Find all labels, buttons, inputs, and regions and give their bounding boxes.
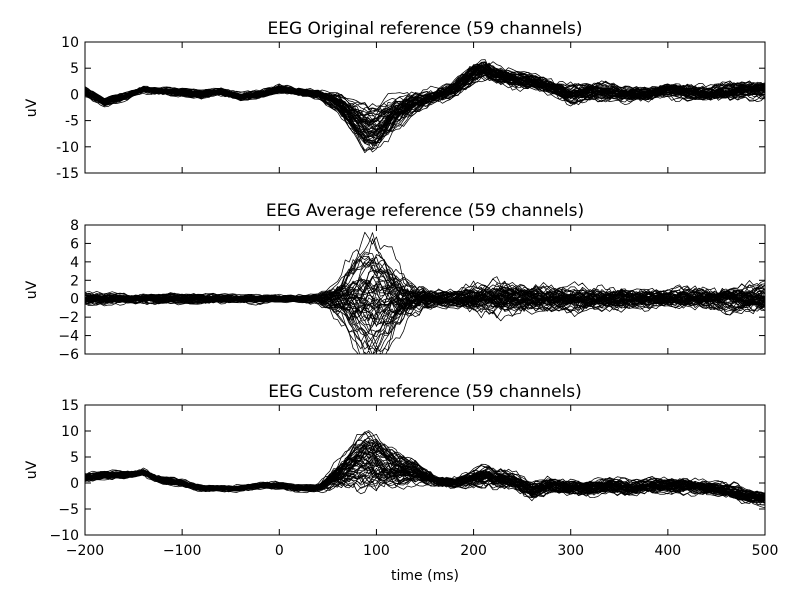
channel-traces: [85, 231, 765, 354]
y-tick-label: 10: [61, 424, 79, 440]
y-tick-label: −6: [58, 347, 79, 363]
channel-trace: [85, 256, 765, 318]
y-tick-label: 6: [70, 236, 79, 252]
y-axis-label: uV: [24, 460, 40, 479]
channel-trace: [85, 73, 765, 127]
eeg-panel-3: EEG Custom reference (59 channels) uV 15 10…: [24, 382, 778, 584]
panel-title: EEG Original reference (59 channels): [268, 19, 583, 39]
plot-frame: [84, 404, 766, 536]
y-tick-label: 0: [70, 292, 79, 308]
channel-trace: [85, 454, 765, 501]
eeg-panel-1: EEG Original reference (59 channels) uV 10…: [24, 19, 766, 182]
plot-frame: [84, 224, 766, 355]
y-tick-label: −4: [58, 329, 79, 345]
y-tick-label: 0: [70, 87, 79, 103]
y-tick-label: -10: [56, 140, 79, 156]
x-tick-label: 400: [654, 543, 681, 559]
x-tick-label: 200: [460, 543, 487, 559]
channel-trace: [85, 281, 765, 309]
channel-trace: [85, 67, 765, 124]
x-tick-label: 0: [275, 543, 284, 559]
channel-trace: [85, 73, 765, 142]
y-tick-label: -5: [65, 114, 79, 130]
y-tick-label: −5: [58, 502, 79, 518]
channel-trace: [85, 69, 765, 147]
plot-frame: [84, 41, 766, 174]
channel-trace: [85, 67, 765, 153]
x-tick-label: −200: [66, 543, 104, 559]
channel-trace: [85, 73, 765, 122]
y-tick-label: -15: [56, 166, 79, 182]
channel-traces: [85, 59, 765, 154]
y-axis-label: uV: [24, 98, 40, 117]
y-tick-label: 2: [70, 273, 79, 289]
channel-trace: [85, 70, 765, 144]
y-tick-label: 8: [70, 218, 79, 234]
channel-trace: [85, 66, 765, 145]
y-tick-label: 15: [61, 398, 79, 414]
x-tick-label: 100: [363, 543, 390, 559]
y-tick-label: 5: [70, 61, 79, 77]
channel-trace: [85, 431, 765, 504]
channel-trace: [85, 453, 765, 503]
y-axis-label: uV: [24, 280, 40, 299]
channel-traces: [85, 430, 765, 509]
channel-trace: [85, 73, 765, 138]
channel-trace: [85, 440, 765, 501]
channel-trace: [85, 284, 765, 352]
y-tick-label: 0: [70, 476, 79, 492]
y-tick-label: −10: [49, 528, 79, 544]
y-tick-label: −2: [58, 310, 79, 326]
x-tick-label: −100: [163, 543, 201, 559]
x-tick-label: 500: [752, 543, 779, 559]
panel-title: EEG Average reference (59 channels): [266, 201, 584, 221]
panel-title: EEG Custom reference (59 channels): [268, 382, 582, 402]
channel-trace: [85, 64, 765, 146]
channel-trace: [85, 284, 765, 322]
x-axis-label: time (ms): [391, 568, 459, 584]
y-tick-label: 5: [70, 450, 79, 466]
channel-trace: [85, 231, 765, 312]
channel-trace: [85, 264, 765, 309]
channel-trace: [85, 61, 765, 154]
y-tick-label: 10: [61, 35, 79, 51]
x-tick-label: 300: [557, 543, 584, 559]
eeg-panel-2: EEG Average reference (59 channels) uV 8 6 4…: [24, 201, 766, 363]
y-tick-label: 4: [70, 255, 79, 271]
channel-trace: [85, 71, 765, 151]
